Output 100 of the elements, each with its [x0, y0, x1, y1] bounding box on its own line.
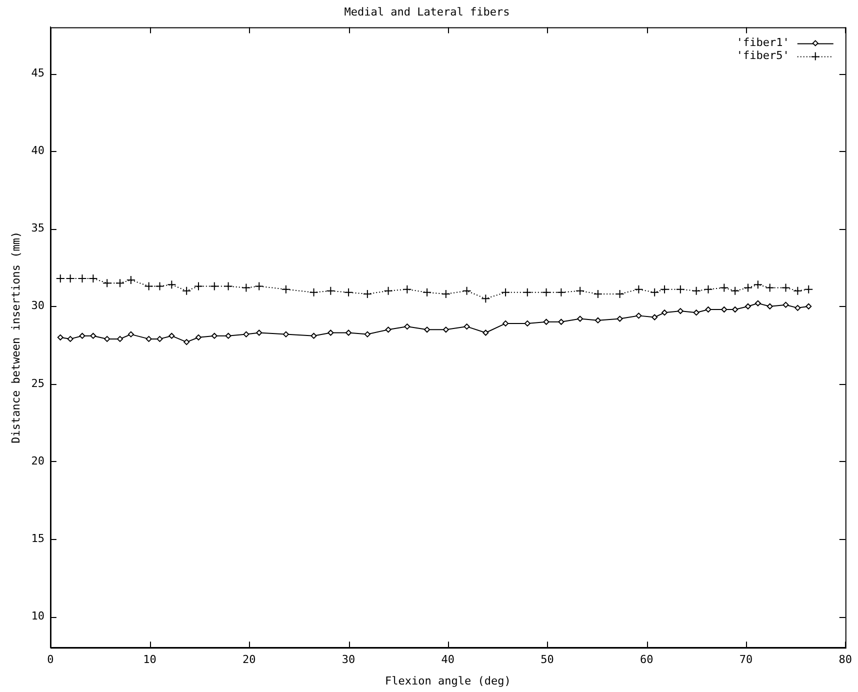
y-tick-label: 35 [31, 222, 44, 235]
point [462, 286, 472, 296]
x-tick-label: 70 [739, 653, 753, 666]
point [765, 283, 774, 292]
x-tick-label: 10 [143, 653, 156, 666]
point [704, 284, 713, 294]
point [615, 289, 624, 298]
x-axis-title: Flexion angle (deg) [384, 674, 511, 688]
point [281, 284, 290, 294]
x-tick-label: 20 [242, 653, 256, 666]
x-tick-label: 80 [838, 653, 852, 666]
point [167, 280, 176, 290]
point [242, 283, 251, 292]
y-tick-label: 25 [31, 376, 44, 390]
point [576, 286, 585, 296]
point [117, 336, 123, 342]
point [522, 288, 532, 297]
point [184, 339, 190, 346]
point [88, 274, 98, 283]
point [543, 318, 550, 325]
point [766, 303, 773, 310]
point [442, 326, 449, 333]
point [78, 274, 87, 283]
x-tick-label: 60 [640, 653, 654, 666]
point [116, 278, 124, 288]
point [362, 289, 372, 298]
y-tick-label: 10 [31, 609, 44, 622]
point [156, 336, 163, 342]
point [364, 331, 370, 338]
point [616, 316, 623, 322]
point [730, 286, 740, 296]
point [402, 284, 412, 294]
y-tick-label: 15 [31, 532, 44, 545]
point [104, 336, 110, 342]
point [482, 330, 489, 336]
chart-title: Medial and Lateral fibers [344, 5, 510, 18]
point [196, 334, 202, 340]
point [464, 324, 470, 330]
point [243, 331, 250, 338]
point [634, 284, 644, 294]
y-tick-label: 20 [31, 454, 44, 468]
point [662, 310, 668, 316]
point [556, 288, 566, 297]
point [256, 330, 262, 336]
x-tick-label: 30 [342, 653, 356, 666]
point [194, 282, 203, 291]
point [126, 276, 136, 285]
point [90, 332, 96, 339]
point [309, 288, 318, 297]
point [705, 306, 712, 312]
point [781, 283, 790, 292]
point [128, 331, 134, 338]
point [558, 318, 564, 325]
point [650, 288, 660, 297]
point [310, 332, 317, 339]
point [422, 288, 432, 297]
point [593, 289, 602, 298]
y-axis-title: Distance between insertions (mm) [9, 231, 22, 444]
point [732, 306, 738, 312]
point [744, 283, 752, 292]
point [67, 336, 74, 342]
point [636, 312, 642, 319]
point [404, 324, 410, 330]
point [155, 282, 164, 291]
point [542, 288, 551, 297]
point [481, 294, 490, 304]
point [677, 308, 684, 314]
point [57, 334, 64, 340]
point [594, 317, 601, 324]
legend-label: 'fiber5' [736, 49, 790, 62]
point [524, 320, 530, 326]
point [502, 320, 509, 326]
point [79, 332, 86, 339]
point [693, 310, 700, 316]
point [782, 302, 789, 308]
point [144, 282, 154, 291]
point [660, 284, 670, 294]
point [344, 288, 354, 297]
point [254, 282, 264, 291]
point [384, 286, 393, 296]
point [754, 300, 761, 306]
point [793, 286, 802, 296]
point [328, 330, 334, 336]
point [282, 331, 289, 338]
point [804, 284, 814, 294]
point [56, 274, 65, 283]
point [326, 286, 336, 296]
point [441, 289, 450, 298]
x-tick-label: 50 [540, 653, 554, 666]
x-tick-label: 0 [47, 653, 54, 666]
point [652, 314, 658, 320]
point [692, 286, 701, 296]
point [501, 288, 510, 297]
point [720, 283, 729, 292]
point [168, 332, 175, 339]
point [66, 274, 75, 283]
point [102, 278, 112, 288]
legend-label: 'fiber1' [736, 36, 790, 50]
point [753, 280, 762, 290]
point [225, 332, 232, 339]
